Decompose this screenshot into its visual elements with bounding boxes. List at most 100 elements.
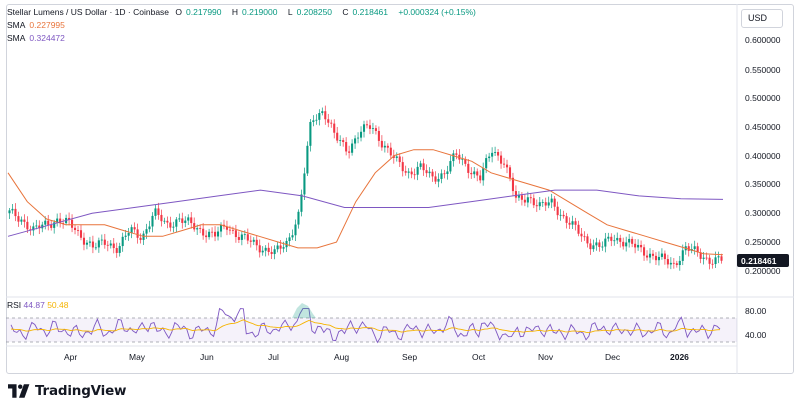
- candle-body: [115, 248, 118, 253]
- candle-body: [508, 167, 512, 178]
- candle-body: [264, 247, 267, 251]
- candle-body: [431, 171, 434, 177]
- candle-body: [151, 215, 154, 227]
- candle-body: [696, 246, 699, 253]
- candle-body: [56, 218, 59, 223]
- candle-body: [416, 166, 419, 175]
- candle-body: [225, 226, 229, 230]
- currency-button[interactable]: USD: [741, 9, 783, 28]
- sma-fast-value: 0.227995: [29, 20, 65, 30]
- chart-legend[interactable]: Stellar Lumens / US Dollar · 1D · Coinba…: [7, 6, 480, 45]
- time-label: Jun: [200, 352, 214, 362]
- candle-body: [574, 221, 577, 225]
- chart-frame[interactable]: [6, 4, 794, 374]
- candle-body: [500, 155, 503, 164]
- candle-body: [199, 228, 202, 229]
- price-tick: 0.350000: [745, 179, 781, 189]
- price-tick: 0.450000: [745, 122, 781, 132]
- candle-body: [485, 158, 488, 169]
- price-tick: 0.200000: [745, 266, 781, 276]
- candle-body: [169, 222, 172, 228]
- candle-body: [428, 171, 431, 174]
- candle-body: [73, 227, 77, 231]
- candle-body: [258, 245, 261, 253]
- candle-body: [637, 244, 640, 248]
- candle-body: [640, 244, 643, 248]
- rsi-legend[interactable]: RSI 44.87 50.48: [7, 300, 69, 310]
- candle-body: [321, 111, 324, 114]
- candle-body: [175, 219, 178, 227]
- candle-body: [208, 231, 211, 238]
- candle-body: [333, 123, 336, 133]
- candle-body: [571, 221, 574, 225]
- tradingview-logo-icon: [8, 384, 30, 398]
- candle-body: [669, 262, 672, 265]
- candle-body: [380, 140, 383, 148]
- candle-body: [306, 145, 309, 174]
- candle-body: [425, 170, 428, 174]
- candle-body: [94, 247, 97, 249]
- candle-body: [568, 222, 571, 225]
- candle-body: [491, 152, 494, 157]
- candle-body: [550, 198, 553, 203]
- ohlc-open: O 0.217990: [175, 7, 222, 17]
- symbol-title[interactable]: Stellar Lumens / US Dollar · 1D · Coinba…: [7, 7, 170, 17]
- candle-body: [234, 230, 237, 238]
- candle-body: [71, 219, 74, 228]
- candle-body: [377, 130, 380, 141]
- candle-body: [395, 156, 398, 158]
- candle-body: [479, 175, 482, 181]
- candle-body: [580, 233, 583, 237]
- candle-body: [678, 260, 681, 266]
- candle-body: [231, 229, 234, 231]
- sma-slow-value: 0.324472: [29, 33, 65, 43]
- candle-body: [613, 240, 616, 242]
- candle-body: [160, 214, 163, 222]
- rsi-ma-line: [10, 319, 721, 334]
- candle-body: [610, 236, 613, 241]
- candle-body: [14, 208, 17, 217]
- candle-body: [106, 244, 109, 246]
- candle-body: [654, 255, 658, 261]
- candle-body: [178, 218, 181, 220]
- time-label: Oct: [472, 352, 486, 362]
- time-label: Apr: [64, 352, 77, 362]
- candle-body: [717, 256, 720, 258]
- candle-body: [345, 142, 348, 152]
- candle-body: [246, 234, 249, 241]
- candle-body: [595, 242, 598, 246]
- candle-body: [607, 236, 610, 239]
- candle-body: [648, 253, 652, 258]
- candle-body: [228, 229, 231, 231]
- candle-body: [440, 173, 443, 179]
- candle-body: [148, 226, 151, 230]
- candle-body: [196, 228, 199, 230]
- candle-body: [303, 173, 306, 195]
- candle-body: [628, 238, 631, 243]
- candle-body: [145, 229, 148, 234]
- candle-body: [324, 111, 327, 120]
- sma-slow-legend[interactable]: SMA 0.324472: [7, 33, 65, 43]
- candle-body: [663, 253, 666, 260]
- candle-body: [720, 256, 723, 261]
- time-axis[interactable]: Apr May Jun Jul Aug Sep Oct Nov Dec 2026: [64, 352, 689, 362]
- candle-body: [651, 253, 655, 256]
- candle-body: [127, 232, 130, 236]
- candle-body: [464, 158, 467, 164]
- candle-body: [139, 237, 142, 240]
- candle-body: [187, 217, 190, 221]
- time-label: Aug: [334, 352, 349, 362]
- candle-body: [336, 132, 339, 141]
- current-price-badge: [737, 254, 789, 267]
- candle-body: [339, 140, 342, 141]
- candle-body: [47, 220, 50, 225]
- tradingview-branding[interactable]: TradingView: [8, 383, 127, 399]
- candle-body: [103, 239, 106, 245]
- sma-fast-legend[interactable]: SMA 0.227995: [7, 20, 65, 30]
- candle-body: [291, 235, 294, 238]
- price-tick: 0.600000: [745, 35, 781, 45]
- price-axis[interactable]: 0.600000 0.550000 0.500000 0.450000 0.40…: [745, 35, 781, 340]
- time-label: Jul: [268, 352, 279, 362]
- candle-body: [193, 223, 196, 230]
